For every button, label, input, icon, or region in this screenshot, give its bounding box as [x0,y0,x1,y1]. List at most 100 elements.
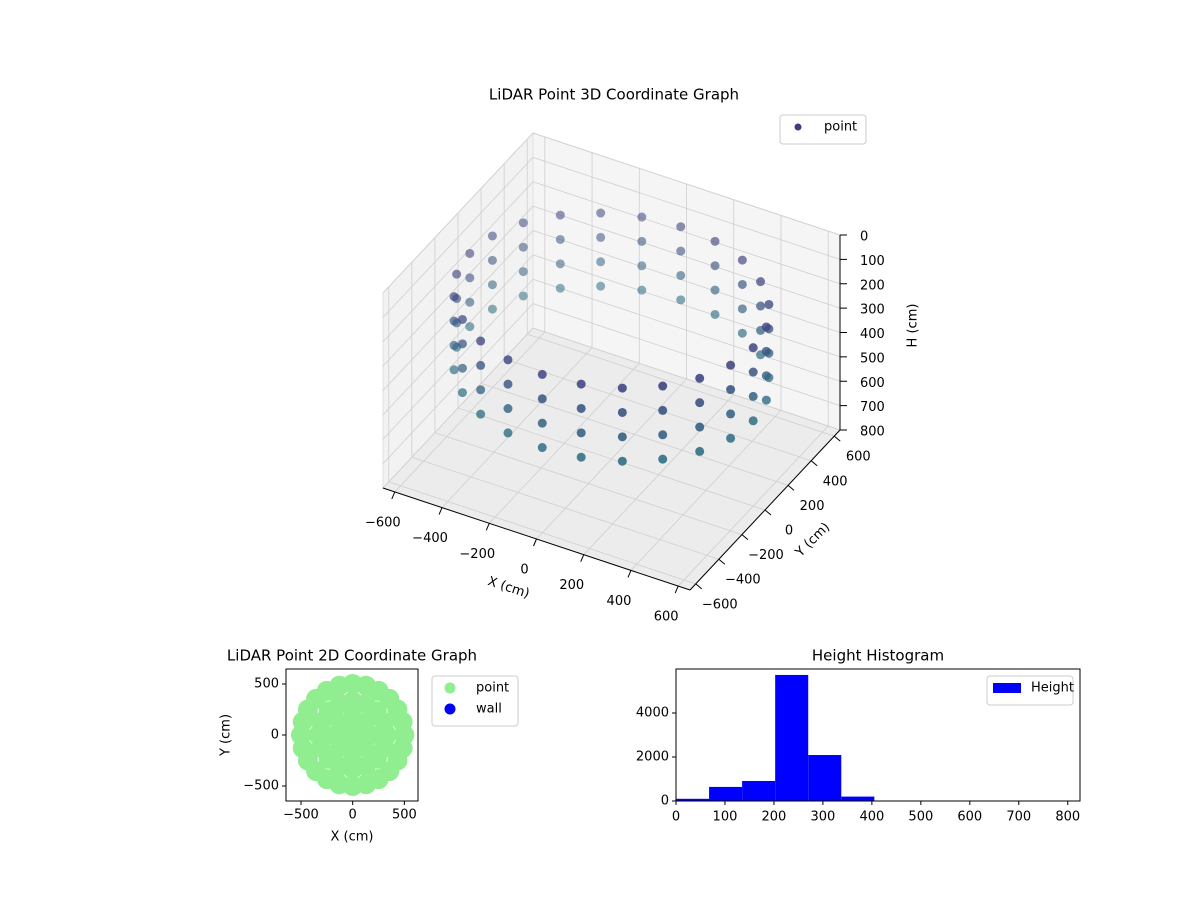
grid-line [532,181,841,285]
plot-area [290,673,415,797]
data-point [487,255,497,265]
y-tick-label: 2000 [636,750,669,765]
y-tick-label: 4000 [636,706,669,721]
data-point [555,210,565,220]
y-tick-label: −400 [725,573,761,588]
data-point [518,291,528,301]
data-point [764,299,774,309]
data-point [452,269,462,279]
data-point [457,339,467,349]
y-tick-label: 0 [785,524,793,539]
chart-title: Height Histogram [812,647,944,665]
data-point [518,242,528,252]
data-point [537,394,547,404]
grid-line [532,278,841,382]
legend-label: wall [476,702,502,717]
legend-marker [444,703,456,715]
data-point [761,395,771,405]
grid-line [504,358,812,462]
grid-line [382,205,534,367]
x-axis-line [382,487,691,591]
grid-line [532,205,841,309]
data-point [676,246,686,256]
x-tick-label: 700 [1006,810,1031,825]
tick-mark [718,558,726,565]
x-tick-label: −200 [459,547,495,562]
data-point [737,255,747,265]
axes-frame [675,668,1081,802]
grid-line [527,333,835,437]
data-point [726,360,736,370]
data-point [748,343,758,353]
data-point [555,283,565,293]
y-axis-label: Y (cm) [219,714,234,757]
y-tick-label: −600 [702,597,738,612]
grid-line [382,181,534,343]
grid-line [382,278,534,440]
data-point [695,446,705,456]
data-point [596,281,606,291]
x-axis-label: X (cm) [331,830,374,845]
legend-box [779,114,867,145]
data-point [658,381,668,391]
bar [676,798,710,801]
grid-line [382,327,534,489]
x-tick-label: 500 [908,810,933,825]
data-point [748,367,758,377]
data-point [457,388,467,398]
data-point [374,737,395,758]
z-tick-label: 500 [860,351,885,366]
data-point [637,261,647,271]
grid-line [382,132,534,294]
tick-mark [674,585,679,594]
x-tick-label: 200 [762,810,787,825]
data-point [576,452,586,462]
y-axis-line [689,429,841,591]
data-point [503,355,513,365]
tick-mark [391,491,396,500]
data-point [617,432,627,442]
grid-line [382,303,534,464]
y-axis-label: Y (cm) [792,520,833,561]
data-point [457,314,467,324]
y-tick-label: 0 [271,728,279,743]
x-tick-label: 200 [559,578,584,593]
x-tick-label: 400 [859,810,884,825]
data-point [392,738,413,759]
legend-marker [794,123,802,131]
data-point [555,259,565,269]
data-point [449,365,459,375]
data-point [726,409,736,419]
data-point [748,391,758,401]
data-point [761,322,771,332]
bar [808,755,842,801]
z-tick-label: 600 [860,376,885,391]
data-point [465,273,475,283]
data-point [637,212,647,222]
tick-mark [741,534,749,540]
grid-line [480,383,789,486]
data-point [503,404,513,414]
tick-mark [787,485,795,491]
data-point [465,297,475,307]
y-tick-label: 200 [800,499,825,514]
data-point [457,363,467,373]
data-point [465,248,475,258]
x-tick-label: −600 [365,515,401,530]
data-point [748,416,758,426]
z-tick-label: 100 [860,254,885,269]
y-tick-label: 400 [823,474,848,489]
tick-mark [833,435,841,442]
y-tick-label: −200 [748,548,784,563]
grid-line [388,481,696,585]
z-tick-label: 300 [860,303,885,318]
x-tick-label: 400 [607,594,632,609]
z-tick-label: 400 [860,327,885,342]
data-point [503,379,513,389]
x-tick-label: 0 [349,808,357,823]
data-point [658,430,668,440]
data-point [537,418,547,428]
x-tick-label: 0 [520,563,528,578]
data-point [695,422,705,432]
data-point [518,218,528,228]
